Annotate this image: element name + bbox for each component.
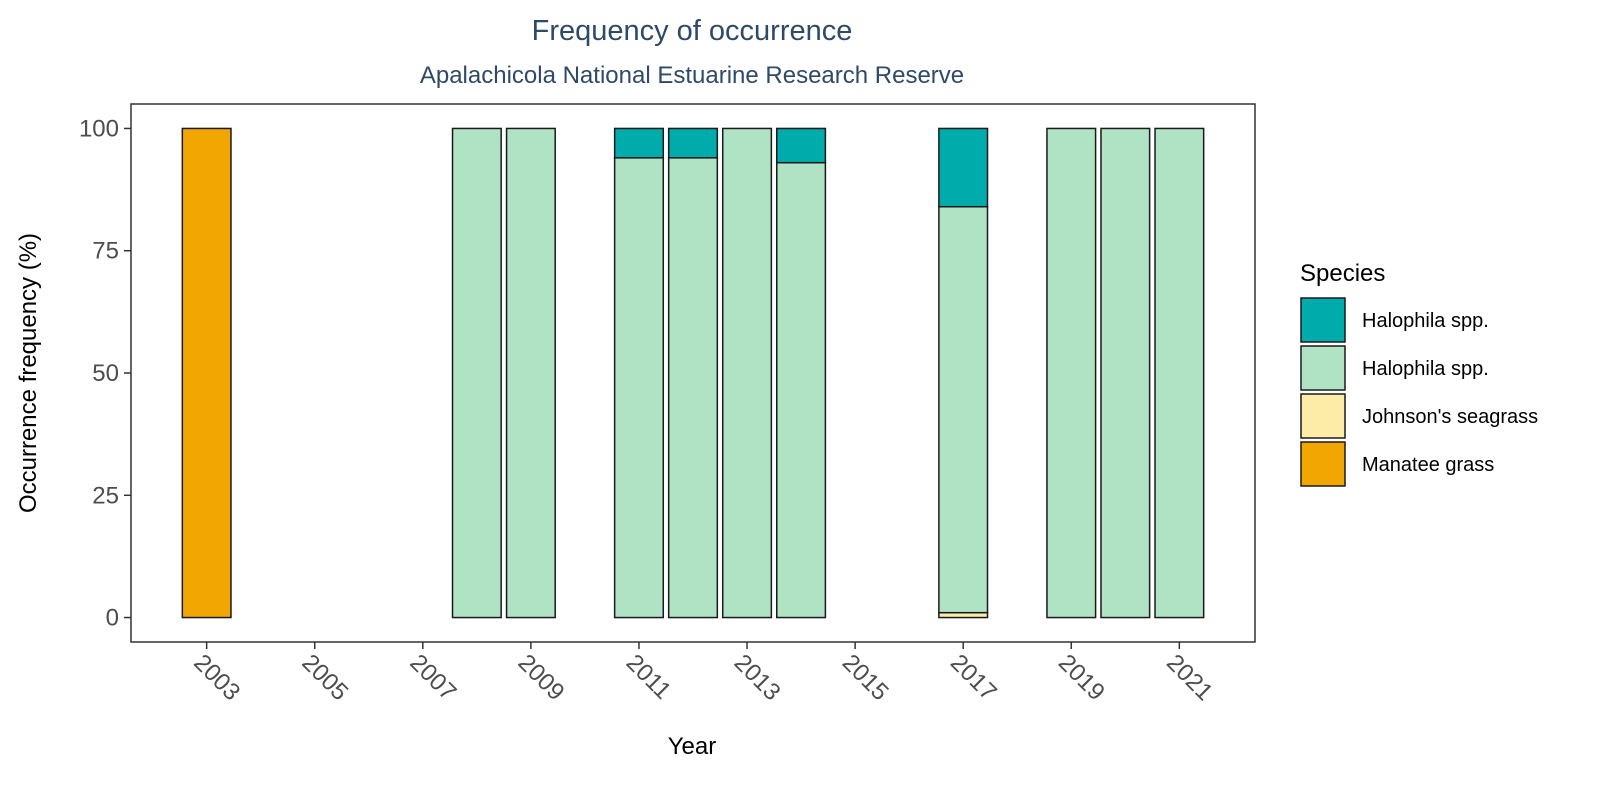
chart-subtitle: Apalachicola National Estuarine Research… [420,62,964,89]
legend-label: Halophila spp. [1362,358,1489,380]
bar-segment [938,205,989,614]
legend-key [1300,393,1346,439]
bar-segment [181,127,232,619]
bar-segment [938,127,989,208]
bar-segment [776,127,827,164]
x-tick-label: 2007 [405,649,462,706]
y-tick-label: 50 [92,360,119,387]
bar-segment [451,127,502,619]
x-tick-label: 2013 [729,649,786,706]
legend-label: Johnson's seagrass [1362,406,1538,428]
x-tick-label: 2003 [188,649,245,706]
y-tick-label: 100 [79,115,119,142]
x-axis-title: Year [668,733,717,760]
y-tick-label: 75 [92,238,119,265]
bar-segment [1100,127,1151,619]
bars-layer [181,127,1205,619]
bar-segment [505,127,556,619]
x-axis: 2003 2005 2007 2009 2011 2013 2015 2017 2019 2021 [188,642,1218,706]
x-tick-label: 2015 [837,649,894,706]
y-tick-label: 0 [106,605,119,632]
bar-segment [1154,127,1205,619]
legend-key [1300,297,1346,343]
x-tick-label: 2021 [1161,649,1218,706]
bar-segment [1046,127,1097,619]
legend-key [1300,345,1346,391]
x-tick-label: 2009 [513,649,570,706]
legend-title: Species [1300,260,1385,287]
bar-segment [613,157,665,619]
bar-segment [721,127,773,619]
legend-label: Manatee grass [1362,454,1494,476]
legend-label: Halophila spp. [1362,310,1489,332]
bar-segment [776,161,827,619]
y-axis: 0 25 50 75 100 [79,115,131,632]
x-tick-label: 2005 [296,649,353,706]
y-axis-title: Occurrence frequency (%) [15,233,42,513]
legend: Species Halophila spp. Halophila spp. John… [1300,260,1538,487]
x-tick-label: 2017 [945,649,1002,706]
x-tick-label: 2019 [1053,649,1110,706]
legend-key [1300,441,1346,487]
chart-title: Frequency of occurrence [532,15,853,47]
bar-segment [667,157,719,619]
x-tick-label: 2011 [621,649,677,705]
y-tick-label: 25 [92,482,119,509]
bar-segment [667,127,719,159]
bar-segment [613,127,665,159]
